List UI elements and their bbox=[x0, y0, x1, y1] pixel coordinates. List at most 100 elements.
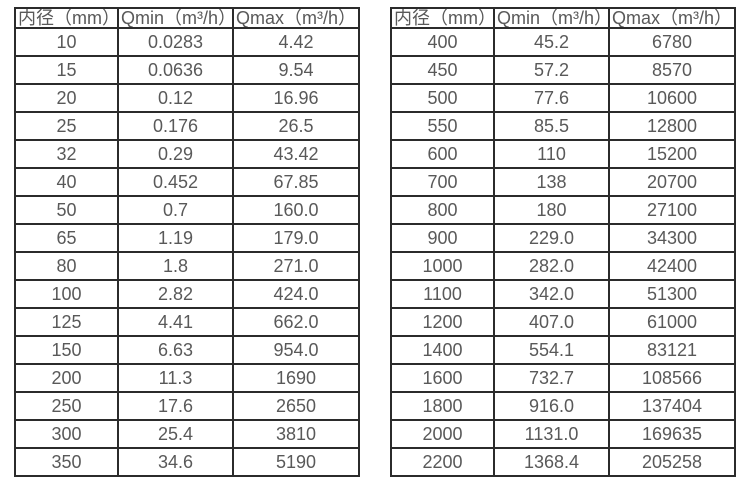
table-row: 2200 1368.4 205258 bbox=[390, 447, 736, 477]
table-cell: 160.0 bbox=[232, 195, 360, 225]
table-header-row: 内径（mm） Qmin（m³/h） Qmax（m³/h） bbox=[390, 7, 736, 29]
table-row: 50 0.7 160.0 bbox=[14, 195, 360, 225]
table-cell: 2650 bbox=[232, 391, 360, 421]
table-cell: 407.0 bbox=[493, 307, 610, 337]
table-row: 350 34.6 5190 bbox=[14, 447, 360, 477]
table-cell: 1100 bbox=[390, 279, 495, 309]
table-cell: 42400 bbox=[608, 251, 736, 281]
table-cell: 424.0 bbox=[232, 279, 360, 309]
table-row: 800 180 27100 bbox=[390, 195, 736, 225]
table-cell: 15200 bbox=[608, 139, 736, 169]
table-cell: 17.6 bbox=[117, 391, 234, 421]
table-row: 450 57.2 8570 bbox=[390, 55, 736, 85]
table-cell: 250 bbox=[14, 391, 119, 421]
table-row: 250 17.6 2650 bbox=[14, 391, 360, 421]
header-diameter: 内径（mm） bbox=[390, 7, 495, 29]
table-cell: 1800 bbox=[390, 391, 495, 421]
table-cell: 1000 bbox=[390, 251, 495, 281]
table-cell: 600 bbox=[390, 139, 495, 169]
table-cell: 0.0636 bbox=[117, 55, 234, 85]
table-cell: 15 bbox=[14, 55, 119, 85]
table-cell: 662.0 bbox=[232, 307, 360, 337]
table-cell: 77.6 bbox=[493, 83, 610, 113]
table-cell: 65 bbox=[14, 223, 119, 253]
table-cell: 2.82 bbox=[117, 279, 234, 309]
table-row: 300 25.4 3810 bbox=[14, 419, 360, 449]
table-cell: 51300 bbox=[608, 279, 736, 309]
table-row: 900 229.0 34300 bbox=[390, 223, 736, 253]
table-cell: 34.6 bbox=[117, 447, 234, 477]
header-qmax: Qmax（m³/h） bbox=[232, 7, 360, 29]
table-cell: 5190 bbox=[232, 447, 360, 477]
table-cell: 20 bbox=[14, 83, 119, 113]
table-cell: 25.4 bbox=[117, 419, 234, 449]
table-cell: 0.12 bbox=[117, 83, 234, 113]
table-cell: 1400 bbox=[390, 335, 495, 365]
table-cell: 100 bbox=[14, 279, 119, 309]
table-cell: 0.7 bbox=[117, 195, 234, 225]
table-cell: 300 bbox=[14, 419, 119, 449]
table-cell: 110 bbox=[493, 139, 610, 169]
header-qmax: Qmax（m³/h） bbox=[608, 7, 736, 29]
table-cell: 500 bbox=[390, 83, 495, 113]
table-cell: 2000 bbox=[390, 419, 495, 449]
table-row: 65 1.19 179.0 bbox=[14, 223, 360, 253]
table-cell: 282.0 bbox=[493, 251, 610, 281]
table-cell: 180 bbox=[493, 195, 610, 225]
table-cell: 2200 bbox=[390, 447, 495, 477]
table-cell: 50 bbox=[14, 195, 119, 225]
table-row: 125 4.41 662.0 bbox=[14, 307, 360, 337]
table-cell: 0.0283 bbox=[117, 27, 234, 57]
table-cell: 45.2 bbox=[493, 27, 610, 57]
table-cell: 16.96 bbox=[232, 83, 360, 113]
table-cell: 205258 bbox=[608, 447, 736, 477]
table-cell: 6.63 bbox=[117, 335, 234, 365]
table-cell: 800 bbox=[390, 195, 495, 225]
table-cell: 20700 bbox=[608, 167, 736, 197]
table-cell: 169635 bbox=[608, 419, 736, 449]
table-row: 32 0.29 43.42 bbox=[14, 139, 360, 169]
table-cell: 11.3 bbox=[117, 363, 234, 393]
table-row: 1600 732.7 108566 bbox=[390, 363, 736, 393]
table-header-row: 内径（mm） Qmin（m³/h） Qmax（m³/h） bbox=[14, 7, 360, 29]
table-cell: 179.0 bbox=[232, 223, 360, 253]
table-cell: 342.0 bbox=[493, 279, 610, 309]
table-cell: 1.8 bbox=[117, 251, 234, 281]
table-row: 150 6.63 954.0 bbox=[14, 335, 360, 365]
table-cell: 67.85 bbox=[232, 167, 360, 197]
table-row: 500 77.6 10600 bbox=[390, 83, 736, 113]
table-cell: 732.7 bbox=[493, 363, 610, 393]
table-row: 25 0.176 26.5 bbox=[14, 111, 360, 141]
table-cell: 954.0 bbox=[232, 335, 360, 365]
table-cell: 916.0 bbox=[493, 391, 610, 421]
table-cell: 125 bbox=[14, 307, 119, 337]
table-cell: 450 bbox=[390, 55, 495, 85]
table-row: 1200 407.0 61000 bbox=[390, 307, 736, 337]
table-row: 1100 342.0 51300 bbox=[390, 279, 736, 309]
table-cell: 10600 bbox=[608, 83, 736, 113]
table-cell: 12800 bbox=[608, 111, 736, 141]
table-row: 20 0.12 16.96 bbox=[14, 83, 360, 113]
table-cell: 1200 bbox=[390, 307, 495, 337]
header-qmin: Qmin（m³/h） bbox=[493, 7, 610, 29]
table-cell: 550 bbox=[390, 111, 495, 141]
table-cell: 27100 bbox=[608, 195, 736, 225]
table-cell: 25 bbox=[14, 111, 119, 141]
table-cell: 61000 bbox=[608, 307, 736, 337]
table-row: 600 110 15200 bbox=[390, 139, 736, 169]
table-cell: 0.452 bbox=[117, 167, 234, 197]
table-row: 200 11.3 1690 bbox=[14, 363, 360, 393]
table-cell: 700 bbox=[390, 167, 495, 197]
table-cell: 150 bbox=[14, 335, 119, 365]
table-cell: 229.0 bbox=[493, 223, 610, 253]
table-cell: 554.1 bbox=[493, 335, 610, 365]
table-row: 40 0.452 67.85 bbox=[14, 167, 360, 197]
table-row: 10 0.0283 4.42 bbox=[14, 27, 360, 57]
table-cell: 26.5 bbox=[232, 111, 360, 141]
table-cell: 4.41 bbox=[117, 307, 234, 337]
table-row: 80 1.8 271.0 bbox=[14, 251, 360, 281]
table-cell: 3810 bbox=[232, 419, 360, 449]
table-row: 15 0.0636 9.54 bbox=[14, 55, 360, 85]
table-cell: 271.0 bbox=[232, 251, 360, 281]
